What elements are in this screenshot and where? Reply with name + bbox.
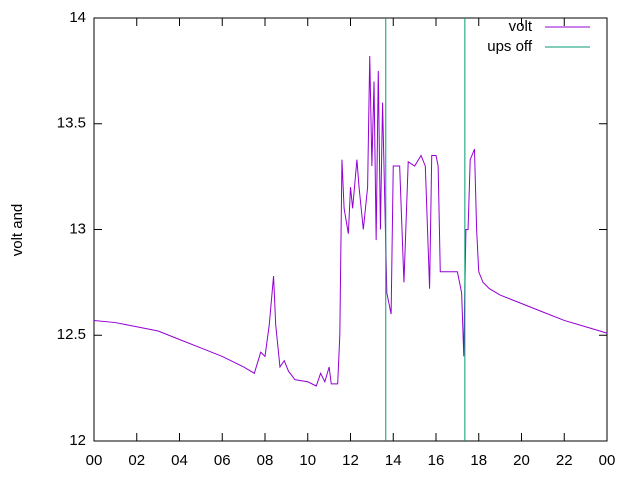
y-tick-label: 12.5 — [57, 326, 86, 343]
x-tick-label: 04 — [171, 452, 188, 469]
y-axis-label: volt and — [9, 204, 26, 257]
x-tick-label: 22 — [556, 452, 573, 469]
x-tick-label: 06 — [214, 452, 231, 469]
y-tick-label: 14 — [69, 9, 86, 26]
y-tick-label: 12 — [69, 432, 86, 449]
x-tick-label: 12 — [342, 452, 359, 469]
x-tick-label: 00 — [599, 452, 616, 469]
x-tick-label: 00 — [86, 452, 103, 469]
y-tick-label: 13.5 — [57, 115, 86, 132]
legend-label: volt — [509, 18, 533, 35]
x-tick-label: 20 — [513, 452, 530, 469]
x-tick-label: 14 — [385, 452, 402, 469]
series-line — [385, 18, 466, 441]
y-tick-label: 13 — [69, 220, 86, 237]
x-tick-label: 08 — [257, 452, 274, 469]
x-tick-label: 10 — [299, 452, 316, 469]
plot-border — [93, 17, 608, 442]
series-line — [93, 56, 608, 387]
x-tick-label: 16 — [428, 452, 445, 469]
x-tick-label: 18 — [470, 452, 487, 469]
x-tick-label: 02 — [128, 452, 145, 469]
legend-label: ups off — [487, 38, 533, 55]
